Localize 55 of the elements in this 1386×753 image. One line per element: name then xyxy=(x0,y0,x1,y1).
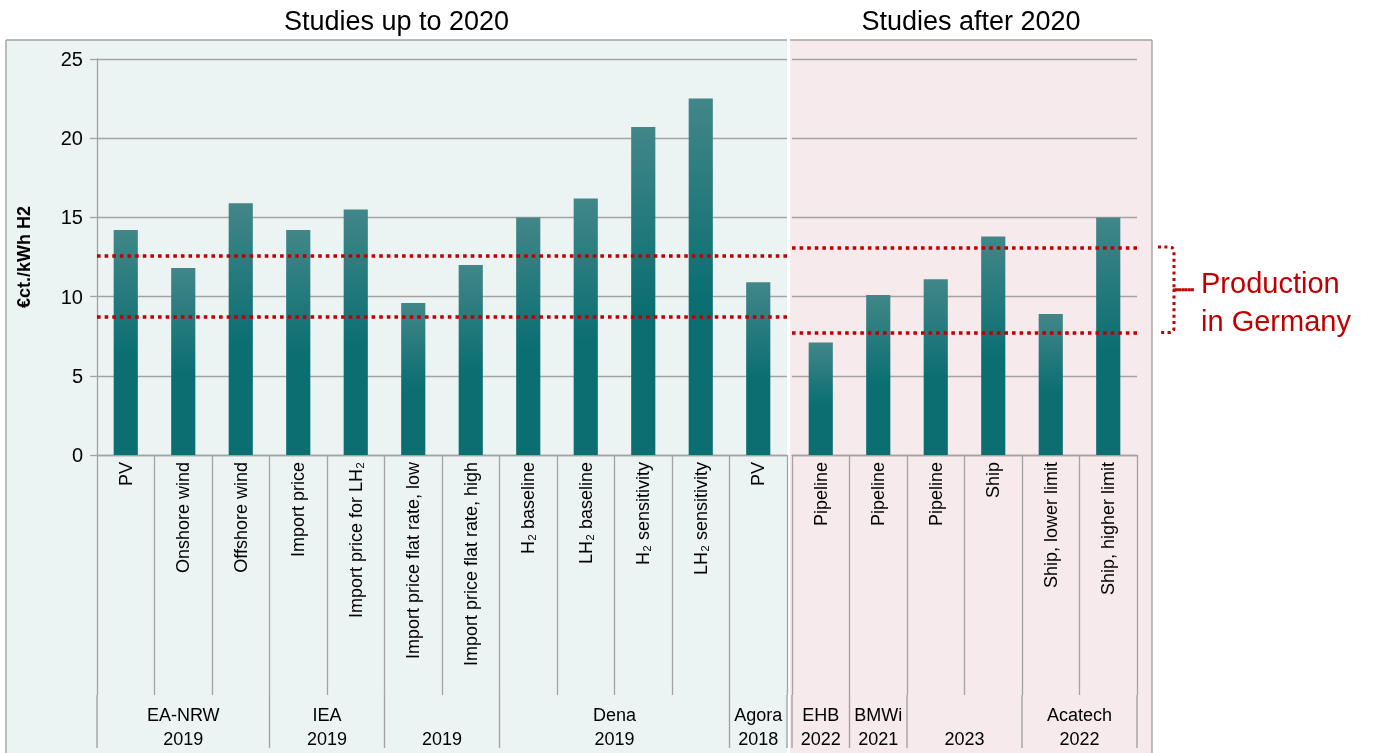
x-tick-label: Import price xyxy=(288,462,309,558)
x-tick-label: Import price for LH₂ xyxy=(345,462,366,619)
x-tick-label: H₂ sensitivity xyxy=(633,462,654,566)
x-tick-label: Pipeline xyxy=(868,462,889,527)
x-tick-label: Import price flat rate, high xyxy=(460,462,481,667)
x-tick-label: H₂ baseline xyxy=(518,462,539,555)
x-tick-label: LH₂ sensitivity xyxy=(690,462,711,576)
text: 2023 xyxy=(944,729,985,749)
bar xyxy=(343,209,368,455)
y-tick-label: 5 xyxy=(71,364,83,387)
y-tick-label: 0 xyxy=(71,444,83,466)
bar xyxy=(923,279,948,455)
chart-title: Studies up to 2020 xyxy=(283,6,510,36)
y-tick-label: 20 xyxy=(60,127,83,150)
bar xyxy=(113,230,138,455)
bar xyxy=(228,203,253,455)
bar xyxy=(573,198,598,455)
text: Dena 2019 xyxy=(592,705,637,749)
x-tick-label: Offshore wind xyxy=(230,462,251,573)
bar xyxy=(171,268,196,455)
x-tick-label: Ship xyxy=(983,462,1004,499)
bar xyxy=(286,230,311,455)
x-tick-label: Import price flat rate, low xyxy=(403,461,424,660)
y-axis-title: €ct./kWh H2 xyxy=(14,205,34,309)
text: IEA 2019 xyxy=(306,705,348,749)
y-tick-label: 15 xyxy=(60,206,83,229)
y-tick-label: 10 xyxy=(60,285,83,308)
bar xyxy=(458,264,483,455)
bar xyxy=(688,98,713,455)
text: 2019 xyxy=(421,729,463,749)
text: Production in Germany xyxy=(1201,267,1352,338)
x-tick-label: PV xyxy=(115,462,136,487)
text: EA-NRW 2019 xyxy=(146,705,220,749)
bar xyxy=(808,342,833,455)
x-tick-label: Ship, lower limit xyxy=(1040,462,1061,589)
y-tick-label: 25 xyxy=(60,48,83,70)
x-tick-label: Onshore wind xyxy=(173,462,194,574)
x-tick-label: Ship, higher limit xyxy=(1098,462,1119,596)
bar xyxy=(401,302,426,455)
x-tick-label: LH₂ baseline xyxy=(575,462,596,565)
bar xyxy=(516,217,541,455)
text: Acatech 2022 xyxy=(1046,705,1113,749)
x-tick-label: Pipeline xyxy=(810,462,831,527)
chart-title: Studies after 2020 xyxy=(861,6,1081,36)
x-tick-label: PV xyxy=(748,462,769,487)
bar xyxy=(631,127,656,455)
text: Agora 2018 xyxy=(734,705,784,749)
bar xyxy=(866,295,891,455)
bar xyxy=(981,236,1006,455)
text: BMWi 2021 xyxy=(854,705,903,749)
text: EHB 2022 xyxy=(800,705,841,749)
bar xyxy=(1038,314,1063,455)
bar xyxy=(746,282,771,455)
bar xyxy=(1096,217,1121,455)
x-tick-label: Pipeline xyxy=(925,462,946,527)
